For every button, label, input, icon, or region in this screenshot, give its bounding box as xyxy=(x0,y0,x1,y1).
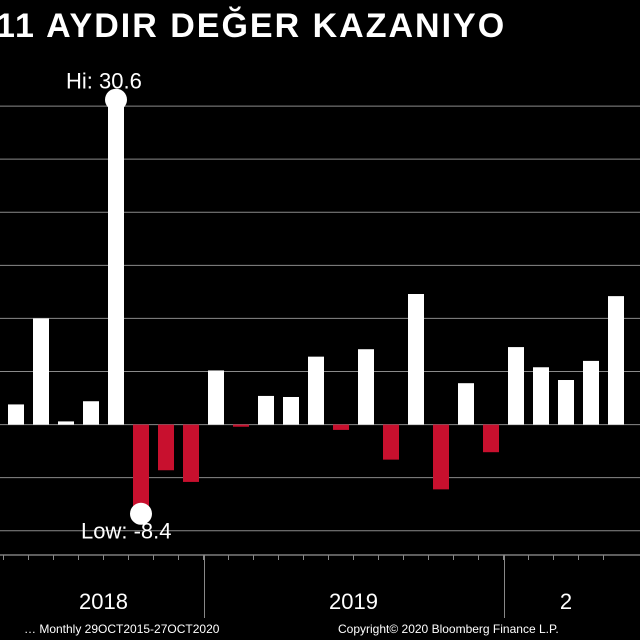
bar xyxy=(33,318,49,425)
bar xyxy=(83,401,99,425)
x-group-label: 2018 xyxy=(79,589,128,614)
bar xyxy=(608,296,624,425)
hi-label: Hi: 30.6 xyxy=(66,69,142,94)
bar xyxy=(133,424,149,514)
bar xyxy=(583,360,599,425)
bar xyxy=(183,424,199,482)
low-label: Low: -8.4 xyxy=(81,519,172,544)
bar xyxy=(358,349,374,425)
bar xyxy=(483,424,499,453)
bar xyxy=(58,421,74,425)
footer-right: Copyright© 2020 Bloomberg Finance L.P. xyxy=(338,622,559,636)
x-group-label: 2 xyxy=(560,589,572,614)
bar xyxy=(8,404,24,425)
bar xyxy=(558,380,574,425)
bar xyxy=(208,370,224,425)
bar xyxy=(433,424,449,490)
bar xyxy=(308,356,324,425)
bar xyxy=(408,294,424,425)
chart-title: 11 AYDIR DEĞER KAZANIYO xyxy=(0,7,506,45)
bar xyxy=(233,424,249,427)
low-marker xyxy=(130,502,152,525)
bar xyxy=(283,396,299,425)
bar xyxy=(258,395,274,425)
bar xyxy=(383,424,399,460)
bar xyxy=(458,383,474,425)
bar xyxy=(508,347,524,425)
bar xyxy=(108,99,124,425)
x-group-label: 2019 xyxy=(329,589,378,614)
bar xyxy=(158,424,174,471)
bar xyxy=(333,424,349,430)
bar xyxy=(533,367,549,425)
hi-marker xyxy=(105,88,127,111)
footer-left: … Monthly 29OCT2015-27OCT2020 xyxy=(24,622,220,636)
